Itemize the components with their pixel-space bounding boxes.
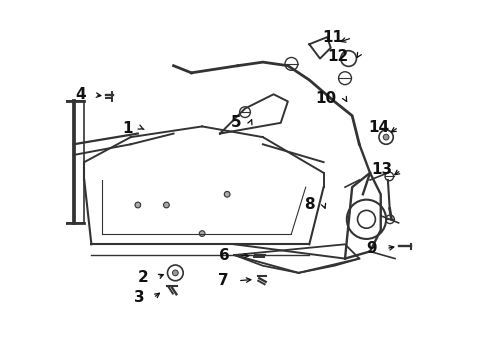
Text: 14: 14 bbox=[368, 120, 390, 135]
Circle shape bbox=[383, 134, 389, 140]
Text: 7: 7 bbox=[219, 273, 229, 288]
Text: 10: 10 bbox=[315, 91, 336, 106]
Text: 13: 13 bbox=[371, 162, 392, 177]
Text: 1: 1 bbox=[122, 121, 132, 136]
Circle shape bbox=[172, 270, 178, 276]
Text: 11: 11 bbox=[322, 30, 343, 45]
Text: 5: 5 bbox=[231, 115, 242, 130]
Text: 3: 3 bbox=[134, 291, 144, 305]
Text: 2: 2 bbox=[138, 270, 148, 285]
Text: 8: 8 bbox=[304, 197, 315, 212]
Text: 4: 4 bbox=[75, 87, 86, 103]
Text: 6: 6 bbox=[219, 248, 230, 263]
Circle shape bbox=[199, 231, 205, 237]
Text: 9: 9 bbox=[367, 241, 377, 256]
Text: 12: 12 bbox=[327, 49, 348, 64]
Circle shape bbox=[135, 202, 141, 208]
Circle shape bbox=[164, 202, 169, 208]
Circle shape bbox=[224, 192, 230, 197]
